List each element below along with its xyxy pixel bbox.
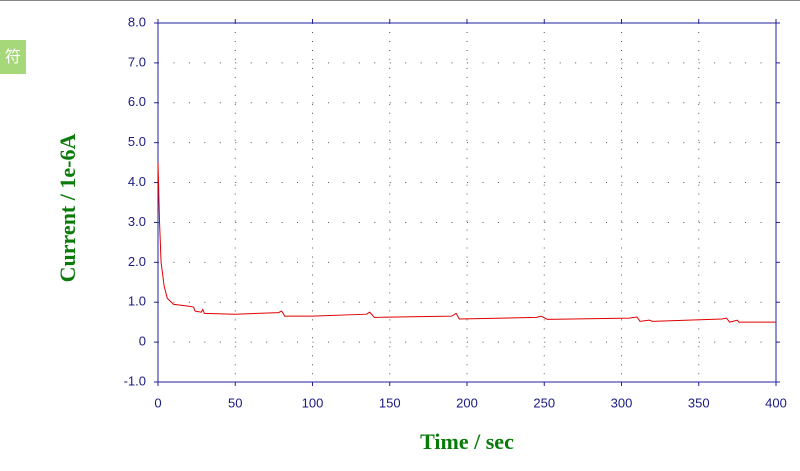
y-tick-label: 6.0: [128, 94, 146, 109]
y-tick-label: 1.0: [128, 294, 146, 309]
y-tick-label: 7.0: [128, 54, 146, 69]
x-tick-label: 250: [533, 395, 555, 410]
y-tick-label: 0: [139, 334, 146, 349]
x-tick-label: 400: [765, 395, 787, 410]
y-tick-label: 2.0: [128, 254, 146, 269]
x-tick-label: 50: [228, 395, 242, 410]
x-tick-label: 350: [688, 395, 710, 410]
badge: 符: [5, 48, 21, 66]
y-tick-label: -1.0: [124, 373, 146, 388]
y-tick-label: 4.0: [128, 174, 146, 189]
x-tick-label: 0: [154, 395, 161, 410]
y-tick-label: 5.0: [128, 134, 146, 149]
plot-frame: [157, 22, 777, 383]
series-line: [157, 162, 776, 323]
x-tick-label: 300: [611, 395, 633, 410]
y-tick-label: 3.0: [128, 214, 146, 229]
x-tick-label: 100: [302, 395, 324, 410]
y-tick-label: 8.0: [128, 14, 146, 29]
x-axis-label: Time / sec: [420, 429, 514, 454]
x-tick-label: 150: [379, 395, 401, 410]
x-tick-label: 200: [456, 395, 478, 410]
y-axis-label: Current / 1e-6A: [55, 134, 80, 283]
badge-box: [0, 40, 26, 74]
